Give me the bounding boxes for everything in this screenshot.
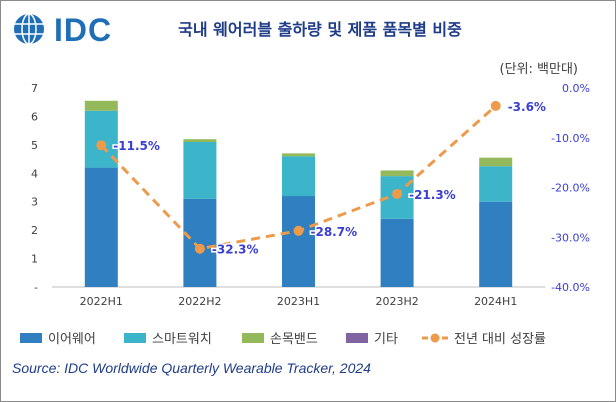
bar-segment (479, 201, 513, 287)
y-tick-label: 5 (31, 139, 38, 152)
chart-title: 국내 웨어러블 출하량 및 제품 품목별 비중 (178, 20, 462, 39)
legend-swatch (346, 333, 368, 343)
legend-label: 기타 (374, 332, 398, 347)
y2-tick-label: -20.0% (551, 182, 590, 195)
y2-tick-label: -40.0% (551, 281, 590, 294)
y-tick-label: - (34, 281, 38, 294)
bar-segment (183, 198, 217, 287)
unit-label: (단위: 백만대) (499, 62, 578, 77)
legend-swatch (242, 333, 264, 343)
bar-segment (380, 218, 414, 287)
bar-segment (183, 142, 217, 199)
bar-segment (479, 157, 513, 167)
growth-data-label: -21.3% (409, 188, 456, 202)
bar-segment (479, 166, 513, 202)
growth-data-label: -3.6% (508, 100, 546, 114)
growth-point (194, 243, 205, 254)
y2-tick-label: 0.0% (562, 82, 590, 95)
growth-point (293, 225, 304, 236)
bar-segment (282, 196, 315, 287)
y2-tick-label: -30.0% (551, 231, 590, 244)
globe-icon (14, 13, 44, 45)
bar-segment (84, 100, 118, 111)
x-tick-label: 2022H1 (80, 295, 123, 308)
x-tick-label: 2024H1 (474, 295, 517, 308)
legend-swatch (20, 333, 42, 343)
legend-swatch (124, 333, 146, 343)
y-tick-label: 7 (31, 82, 38, 95)
y-tick-label: 1 (31, 253, 38, 266)
idc-logo: IDC (12, 10, 122, 50)
bar-segment (282, 153, 315, 157)
legend-label: 손목밴드 (270, 332, 318, 347)
x-tick-label: 2023H2 (375, 295, 418, 308)
bar-segment (84, 167, 118, 287)
growth-point (490, 100, 501, 111)
bar-segment (380, 170, 414, 177)
growth-data-label: -11.5% (113, 139, 160, 153)
legend-label: 전년 대비 성장률 (454, 332, 546, 347)
legend-line-marker (430, 333, 440, 343)
bar-segment (282, 156, 315, 197)
source-note: Source: IDC Worldwide Quarterly Wearable… (12, 360, 371, 376)
growth-data-label: -32.3% (212, 243, 259, 257)
x-tick-label: 2022H2 (178, 295, 221, 308)
y-tick-label: 6 (31, 110, 38, 123)
growth-point (392, 188, 403, 199)
y-tick-label: 3 (31, 196, 38, 209)
logo-text: IDC (54, 12, 113, 48)
y-tick-label: 4 (31, 167, 38, 180)
growth-point (96, 140, 107, 151)
x-tick-label: 2023H1 (277, 295, 320, 308)
y-tick-label: 2 (31, 224, 38, 237)
growth-data-label: -28.7% (311, 225, 358, 239)
bar-segment (183, 139, 217, 143)
y2-tick-label: -10.0% (551, 132, 590, 145)
legend-label: 이어웨어 (48, 332, 96, 347)
legend-label: 스마트워치 (152, 332, 212, 347)
